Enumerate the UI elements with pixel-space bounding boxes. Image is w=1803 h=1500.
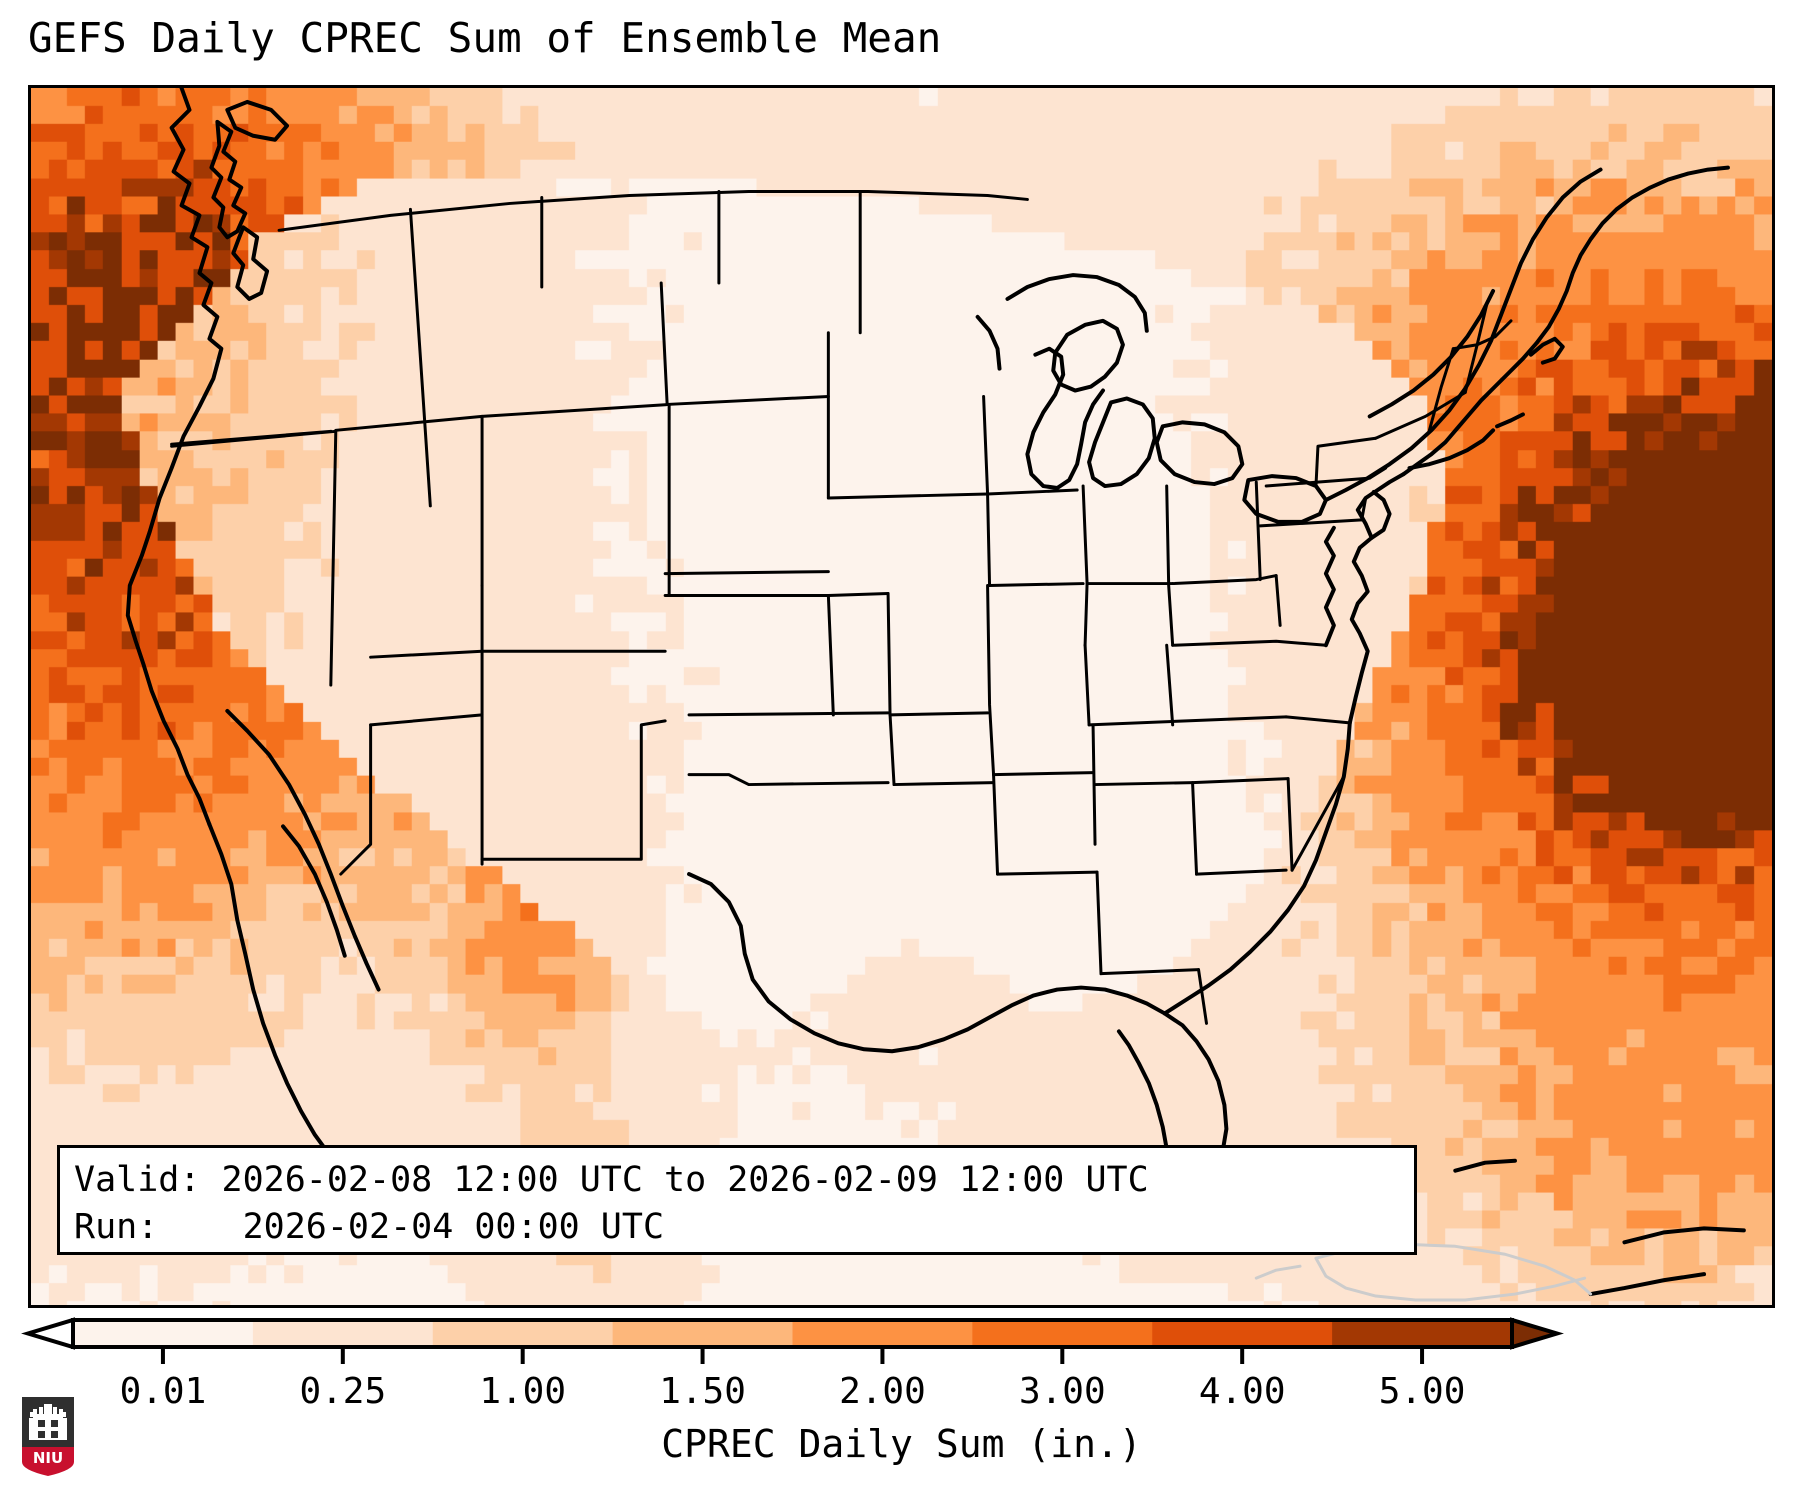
colorbar-band xyxy=(1332,1320,1513,1347)
colorbar-band xyxy=(612,1320,794,1347)
castle-tower-icon xyxy=(29,1404,67,1440)
colorbar-tick-labels: 0.01 0.25 1.00 1.50 2.00 3.00 4.00 5.00 xyxy=(0,1370,1803,1418)
colorbar-tick-label: 4.00 xyxy=(1198,1371,1286,1412)
page-title: GEFS Daily CPREC Sum of Ensemble Mean xyxy=(28,14,942,62)
colorbar-tick-label: 1.00 xyxy=(479,1371,567,1412)
colorbar xyxy=(0,1316,1803,1376)
precipitation-heatmap-canvas xyxy=(31,88,1772,1305)
colorbar-tick-label: 1.50 xyxy=(659,1371,746,1412)
map-plot-area xyxy=(28,85,1775,1308)
colorbar-svg xyxy=(21,1317,1564,1364)
colorbar-band xyxy=(972,1320,1153,1347)
colorbar-tick-label: 0.01 xyxy=(119,1371,207,1412)
colorbar-band xyxy=(73,1320,254,1347)
niu-wordmark: NIU xyxy=(33,1449,63,1467)
niu-banner xyxy=(22,1447,74,1476)
run-time-text: Run: 2026-02-04 00:00 UTC xyxy=(74,1207,665,1247)
colorbar-band xyxy=(432,1320,614,1347)
colorbar-tick-label: 5.00 xyxy=(1378,1371,1466,1412)
colorbar-band xyxy=(792,1320,973,1347)
colorbar-band xyxy=(1152,1320,1333,1347)
colorbar-tick-label: 2.00 xyxy=(839,1371,926,1412)
colorbar-axis-label: CPREC Daily Sum (in.) xyxy=(661,1422,1142,1466)
colorbar-tick-label: 0.25 xyxy=(299,1371,387,1412)
tower-windows xyxy=(38,1420,58,1438)
valid-time-text: Valid: 2026-02-08 12:00 UTC to 2026-02-0… xyxy=(74,1160,1149,1200)
colorbar-under-arrow xyxy=(21,1317,75,1350)
colorbar-band xyxy=(252,1320,434,1347)
colorbar-over-arrow xyxy=(1510,1317,1564,1350)
valid-run-info-box: Valid: 2026-02-08 12:00 UTC to 2026-02-0… xyxy=(57,1145,1417,1255)
colorbar-outline xyxy=(71,1318,1514,1349)
niu-logo: NIU xyxy=(20,1395,76,1477)
colorbar-bands xyxy=(21,1317,1564,1350)
colorbar-tick-label: 3.00 xyxy=(1018,1371,1106,1412)
colorbar-tickmarks xyxy=(160,1347,1425,1364)
